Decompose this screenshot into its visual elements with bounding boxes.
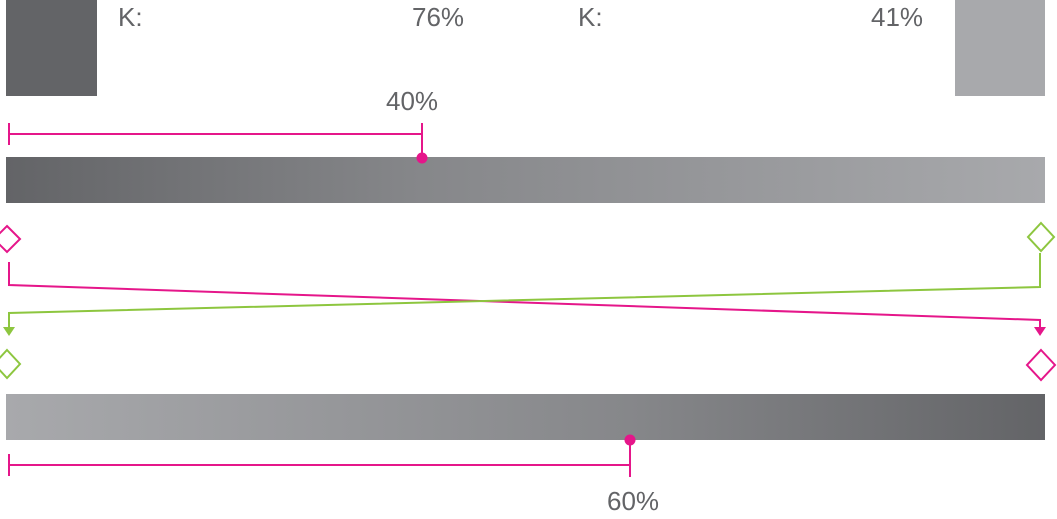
midpoint-handle-top[interactable]	[416, 152, 428, 164]
gradient-bar-bottom	[6, 394, 1045, 440]
midpoint-bracket-top	[8, 123, 423, 158]
midpoint-bracket-bottom	[8, 440, 631, 477]
gradient-bar-top	[6, 157, 1045, 203]
midpoint-label-top: 40%	[386, 86, 439, 116]
gradient-stop-diamond-top-left[interactable]	[0, 224, 22, 254]
swap-arrow-green	[3, 253, 1041, 336]
k-label-right: K:	[578, 2, 603, 32]
swap-arrow-magenta	[8, 262, 1046, 336]
k-value-left: 76%	[412, 2, 465, 32]
gradient-stop-diamond-top-right[interactable]	[1026, 221, 1056, 253]
k-label-left: K:	[118, 2, 143, 32]
gradient-stop-diamond-bottom-right[interactable]	[1025, 348, 1057, 382]
k-value-right: 41%	[871, 2, 924, 32]
color-swatch-light	[955, 0, 1045, 96]
midpoint-label-bottom: 60%	[607, 486, 660, 516]
color-swatch-dark	[6, 0, 97, 96]
gradient-stop-diamond-bottom-left[interactable]	[0, 348, 22, 380]
